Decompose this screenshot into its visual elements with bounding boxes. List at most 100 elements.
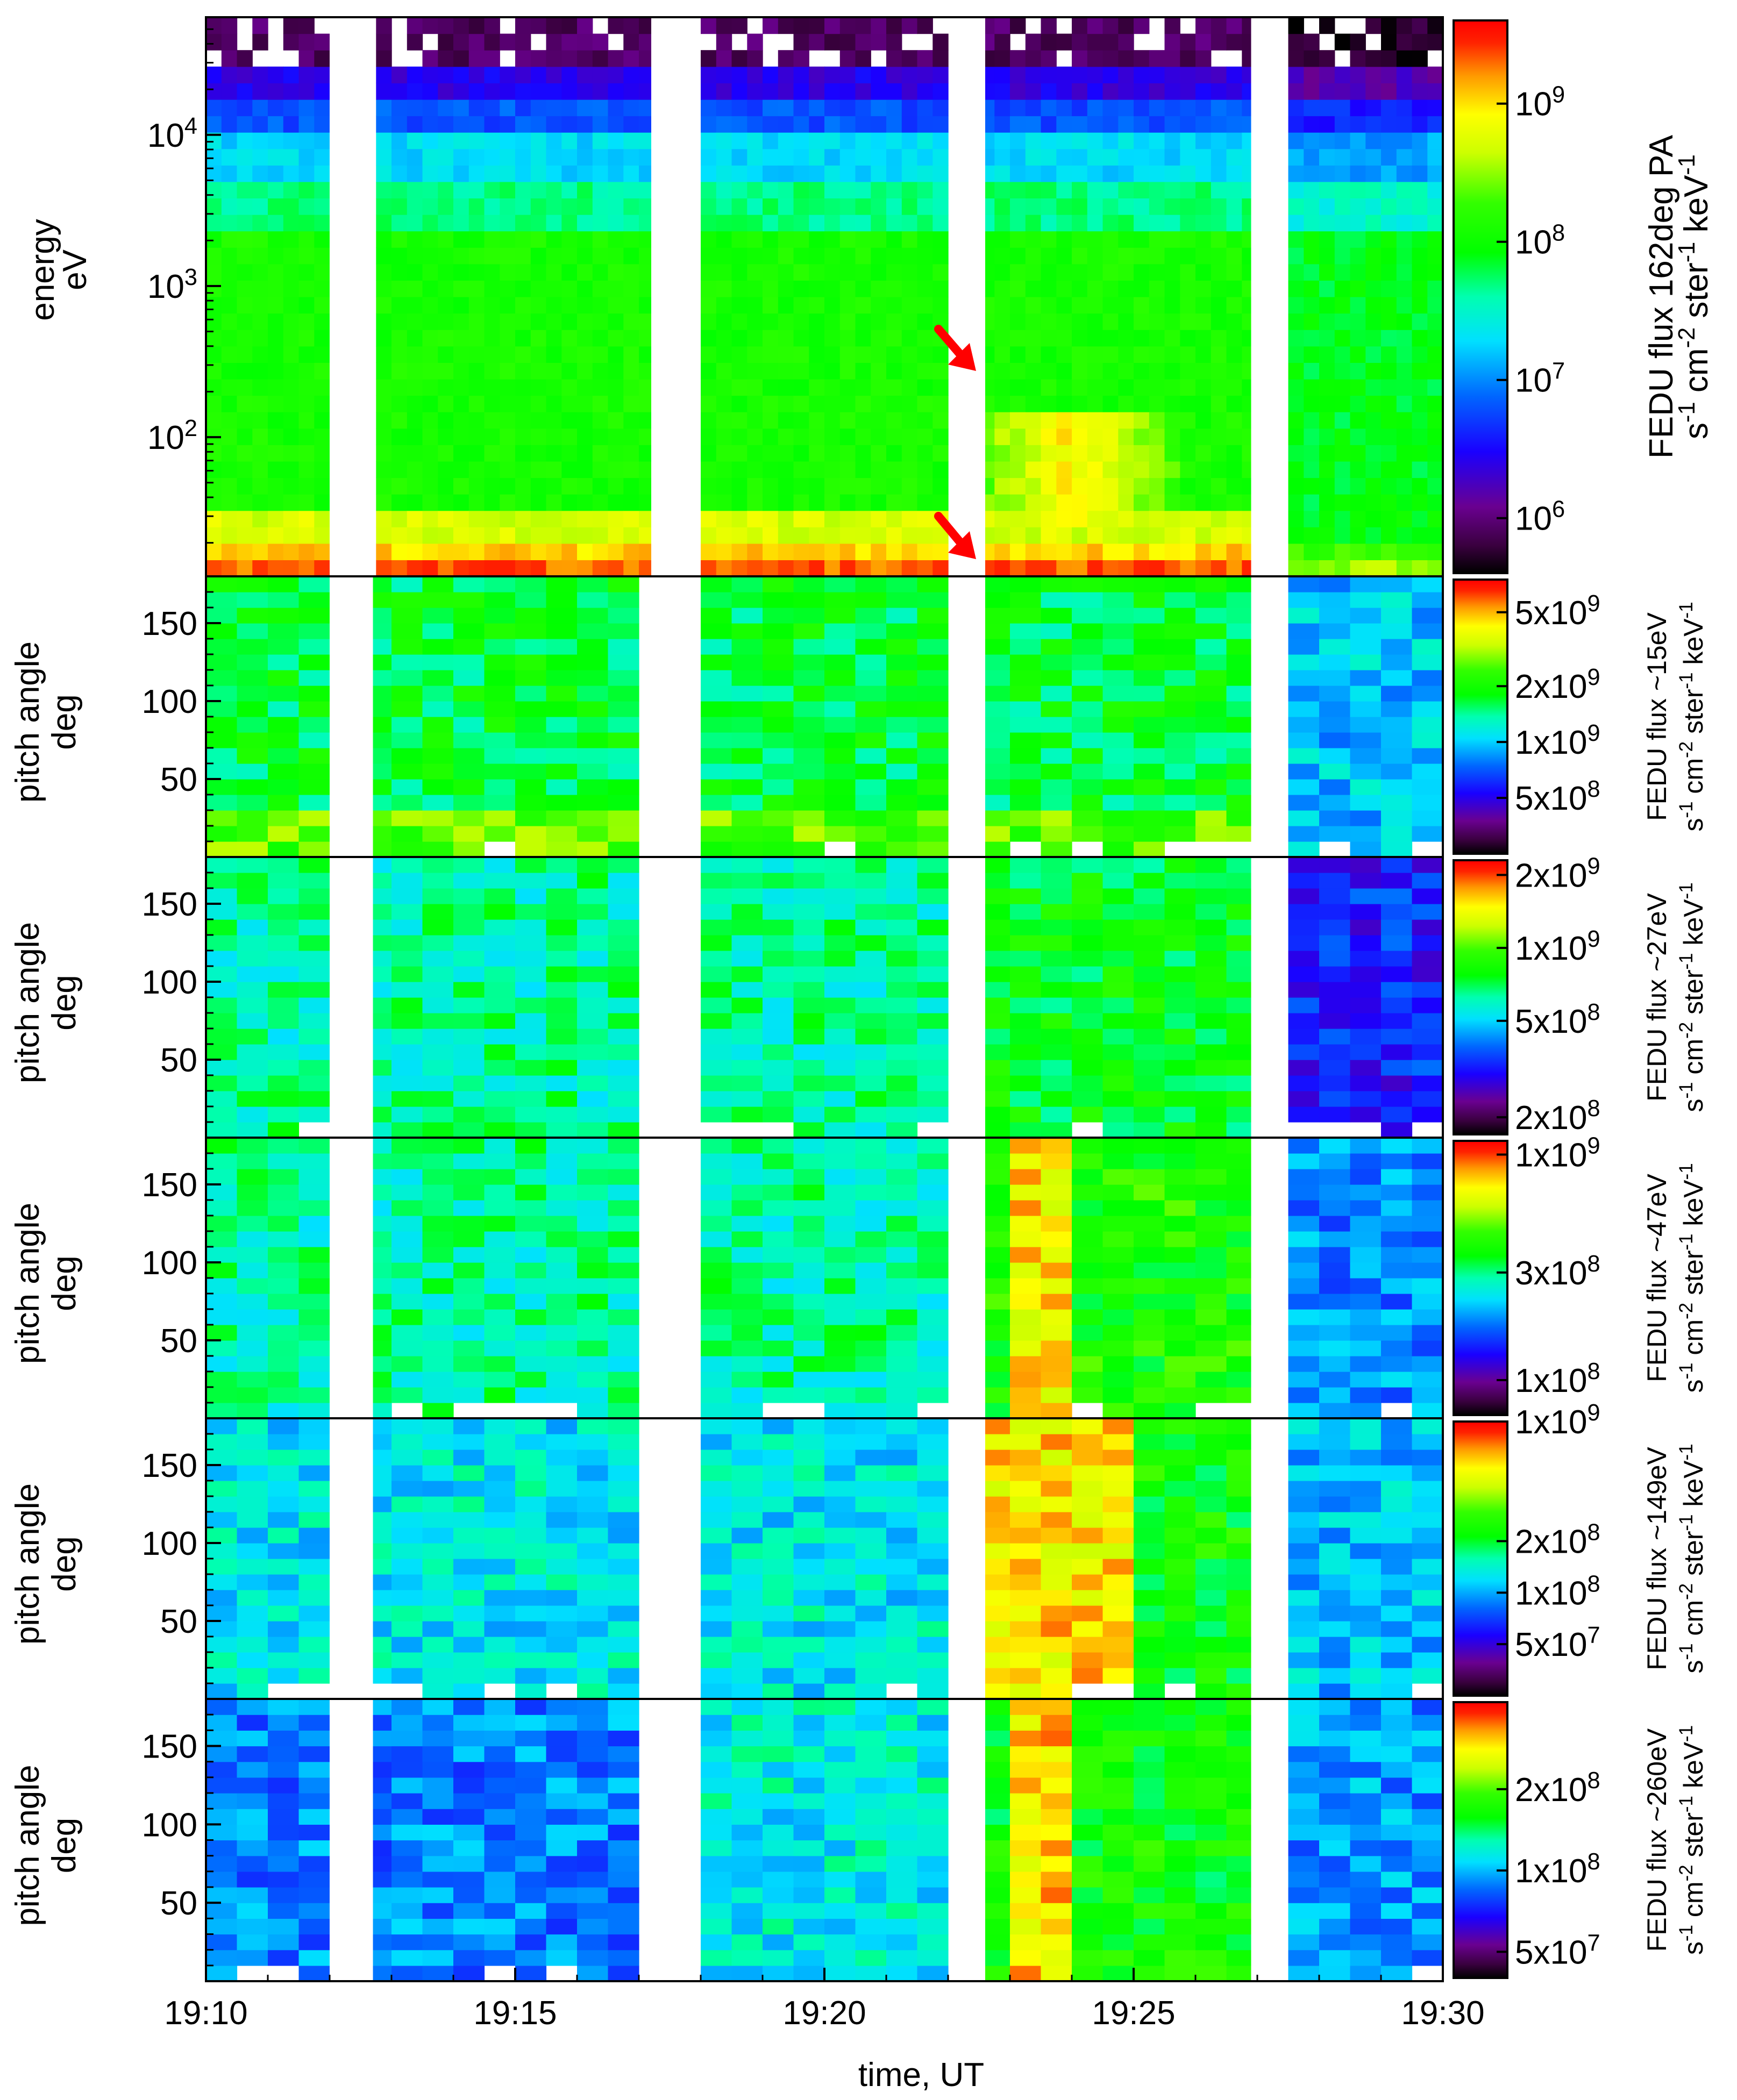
pitch-angle-cell	[1195, 1153, 1227, 1169]
pitch-angle-cell	[855, 888, 887, 904]
pitch-angle-cell	[391, 1091, 423, 1107]
spectrogram-cell	[314, 330, 330, 347]
spectrogram-cell	[1226, 198, 1242, 215]
pitch-angle-cell	[206, 1418, 238, 1434]
spectrogram-cell	[716, 198, 732, 215]
spectrogram-cell	[221, 412, 238, 429]
pitch-angle-cell	[268, 1106, 300, 1123]
spectrogram-cell	[701, 50, 717, 67]
pitch-angle-cell	[268, 1418, 300, 1434]
spectrogram-cell	[809, 477, 825, 495]
pitch-angle-cell	[1072, 1060, 1104, 1076]
pitch-angle-cell	[206, 1590, 238, 1606]
spectrogram-cell	[1211, 132, 1227, 149]
pitch-angle-cell	[1381, 763, 1413, 780]
pitch-angle-cell	[731, 1356, 763, 1372]
spectrogram-cell	[1381, 33, 1397, 51]
pitch-angle-cell	[1319, 1138, 1351, 1154]
pitch-angle-cell	[763, 1527, 794, 1544]
spectrogram-cell	[391, 66, 408, 83]
pitch-angle-cell	[701, 826, 732, 842]
pitch-angle-cell	[1319, 1465, 1351, 1481]
spectrogram-cell	[484, 247, 500, 265]
spectrogram-cell	[1164, 148, 1180, 166]
pitch-angle-cell	[917, 997, 949, 1013]
pitch-angle-cell	[1350, 1418, 1382, 1434]
spectrogram-cell	[747, 560, 763, 577]
pitch-angle-cell	[1164, 966, 1196, 982]
spectrogram-cell	[1427, 412, 1443, 429]
pitch-angle-cell	[701, 1652, 732, 1668]
pitch-angle-cell	[793, 873, 825, 889]
pitch-angle-cell	[484, 654, 516, 670]
spectrogram-cell	[855, 494, 871, 511]
pitch-angle-cell	[608, 857, 639, 873]
pitch-angle-cell	[886, 1075, 918, 1091]
pitch-angle-cell	[298, 685, 330, 702]
pitch-angle-cell	[577, 639, 609, 655]
pitch-angle-cell	[391, 1106, 423, 1123]
pitch-angle-cell	[1164, 1449, 1196, 1466]
pitch-angle-cell	[422, 1512, 454, 1528]
spectrogram-cell	[1226, 313, 1242, 330]
pitch-angle-cell	[1102, 1028, 1134, 1045]
pitch-angle-cell	[237, 654, 268, 670]
pitch-angle-cell	[886, 1325, 918, 1341]
spectrogram-cell	[1010, 83, 1026, 100]
pitch-angle-cell	[1288, 1621, 1320, 1637]
spectrogram-cell	[1164, 395, 1180, 412]
pitch-angle-cell	[1195, 1044, 1227, 1060]
spectrogram-cell	[561, 428, 578, 445]
pitch-angle-cell	[1350, 1262, 1382, 1278]
pitch-angle-cell	[1319, 919, 1351, 935]
spectrogram-cell	[453, 428, 469, 445]
pitch-angle-cell	[1319, 810, 1351, 826]
pitch-angle-cell	[206, 841, 238, 858]
spectrogram-cell	[298, 330, 315, 347]
pitch-angle-cell	[763, 1652, 794, 1668]
pitch-angle-cell	[453, 1496, 485, 1512]
spectrogram-cell	[886, 83, 902, 100]
pitch-angle-cell	[701, 935, 732, 951]
pitch-angle-cell	[1412, 1605, 1443, 1622]
spectrogram-cell	[1350, 198, 1366, 215]
spectrogram-cell	[206, 346, 222, 363]
spectrogram-cell	[468, 378, 485, 396]
spectrogram-cell	[1226, 116, 1242, 133]
pitch-angle-cell	[298, 1543, 330, 1559]
pitch-angle-cell	[1350, 826, 1382, 842]
spectrogram-cell	[592, 148, 609, 166]
pitch-angle-cell	[886, 654, 918, 670]
pitch-angle-cell	[515, 1652, 547, 1668]
spectrogram-cell	[376, 198, 392, 215]
pitch-angle-cell	[1164, 1637, 1196, 1653]
spectrogram-cell	[731, 50, 748, 67]
spectrogram-cell	[1149, 165, 1165, 182]
spectrogram-cell	[1412, 395, 1428, 412]
pitch-angle-cell	[1288, 997, 1320, 1013]
pitch-angle-cell	[886, 904, 918, 920]
pitch-angle-cell	[577, 1449, 609, 1466]
pitch-angle-cell	[701, 982, 732, 998]
pitch-angle-cell	[1319, 966, 1351, 982]
pitch-angle-cell	[546, 1637, 578, 1653]
spectrogram-cell	[577, 215, 593, 232]
pitch-angle-cell	[855, 1044, 887, 1060]
spectrogram-cell	[546, 428, 562, 445]
spectrogram-cell	[1134, 132, 1150, 149]
spectrogram-cell	[1010, 247, 1026, 265]
pitch-angle-cell	[886, 592, 918, 608]
pitch-angle-cell	[577, 1340, 609, 1356]
spectrogram-cell	[546, 313, 562, 330]
spectrogram-cell	[237, 99, 253, 117]
spectrogram-cell	[422, 412, 438, 429]
pitch-angle-cell	[298, 1496, 330, 1512]
spectrogram-cell	[886, 263, 902, 281]
spectrogram-cell	[484, 198, 500, 215]
spectrogram-cell	[1118, 165, 1134, 182]
pitch-angle-cell	[298, 1465, 330, 1481]
pitch-angle-cell	[1102, 1060, 1134, 1076]
pitch-angle-cell	[298, 1325, 330, 1341]
pitch-angle-cell	[1010, 1013, 1042, 1029]
pitch-angle-cell	[917, 1153, 949, 1169]
